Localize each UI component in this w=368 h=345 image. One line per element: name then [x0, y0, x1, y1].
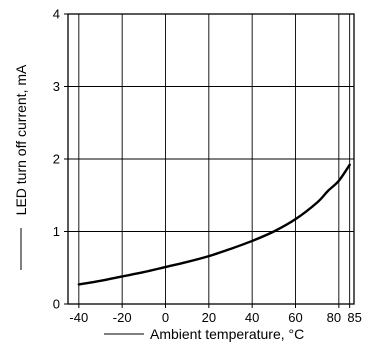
x-tick-label: 60 — [288, 310, 302, 325]
y-tick-label: 4 — [53, 7, 60, 22]
grid — [68, 13, 354, 305]
x-axis-label: Ambient temperature, °C — [150, 326, 304, 342]
y-tick-label: 1 — [53, 224, 60, 239]
y-axis-label: LED turn off current, mA — [13, 64, 29, 215]
y-tick-label: 3 — [53, 79, 60, 94]
x-tick-label: -20 — [113, 310, 132, 325]
y-tick-label: 0 — [53, 297, 60, 312]
x-tick-label: 20 — [202, 310, 216, 325]
series — [77, 163, 351, 286]
x-tick-label: 80 — [327, 310, 341, 325]
x-tick-label: 0 — [162, 310, 169, 325]
y-tick-label: 2 — [53, 152, 60, 167]
x-tick-label: 40 — [245, 310, 259, 325]
x-tick-label: -40 — [69, 310, 88, 325]
series-line — [77, 163, 351, 286]
axis-ticks: -40 -20 0 20 40 60 80 85 0 1 2 3 4 — [53, 7, 362, 326]
x-tick-label: 85 — [347, 310, 361, 325]
